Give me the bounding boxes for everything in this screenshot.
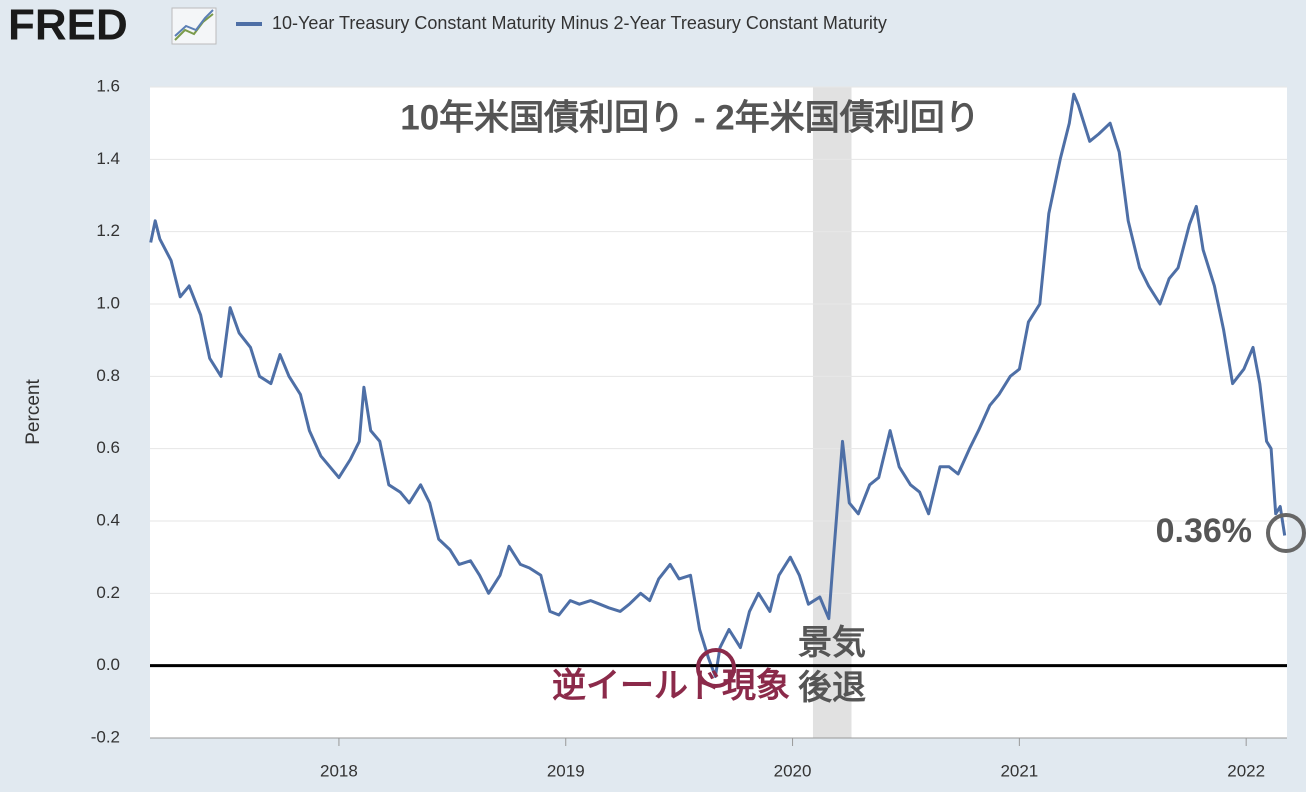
logo-icon: [171, 7, 217, 45]
x-tick-label: 2018: [320, 761, 358, 780]
plot-area: [150, 87, 1287, 738]
y-tick-label: 0.6: [96, 438, 120, 457]
annotation-circle: [696, 648, 736, 688]
y-tick-label: 1.2: [96, 221, 120, 240]
x-tick-label: 2022: [1227, 761, 1265, 780]
y-tick-label: 1.4: [96, 149, 120, 168]
x-tick-label: 2020: [774, 761, 812, 780]
legend-label: 10-Year Treasury Constant Maturity Minus…: [272, 13, 887, 33]
chart-title: 10年米国債利回り - 2年米国債利回り: [400, 98, 980, 137]
recession-band: [812, 87, 852, 738]
y-tick-label: 0.8: [96, 366, 120, 385]
y-tick-label: -0.2: [91, 727, 120, 746]
annotation: 逆イールド現象: [552, 667, 790, 705]
series-line: [149, 92, 1287, 678]
y-tick-label: 0.0: [96, 655, 120, 674]
x-tick-label: 2021: [1000, 761, 1038, 780]
annotation: 0.36%: [1156, 512, 1252, 550]
annotation: 景気: [798, 624, 866, 662]
y-tick-label: 0.4: [96, 510, 120, 529]
x-tick-label: 2019: [547, 761, 585, 780]
y-tick-label: 0.2: [96, 583, 120, 602]
y-axis-label: Percent: [23, 379, 44, 445]
logo: FRED: [8, 1, 128, 50]
annotation: 後退: [798, 669, 866, 707]
y-tick-label: 1.6: [96, 76, 120, 95]
y-tick-label: 1.0: [96, 293, 120, 312]
annotation-circle: [1266, 513, 1306, 553]
